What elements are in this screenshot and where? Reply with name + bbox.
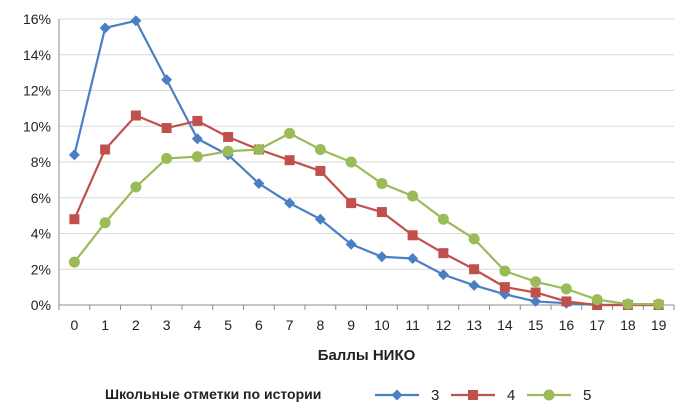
x-tick-label: 15: [528, 317, 544, 333]
data-point: [376, 207, 387, 218]
x-tick-label: 0: [70, 317, 78, 333]
legend-marker: [468, 390, 478, 400]
x-tick-label: 4: [193, 317, 201, 333]
y-tick-label: 10%: [23, 118, 51, 134]
legend-label: 5: [583, 387, 591, 404]
x-tick-label: 6: [255, 317, 263, 333]
data-point: [561, 296, 572, 307]
legend-title: Школьные отметки по истории: [105, 386, 321, 402]
x-tick-label: 3: [163, 317, 171, 333]
x-tick-label: 2: [132, 317, 140, 333]
data-point: [499, 265, 511, 277]
series-4: [69, 110, 664, 310]
data-point: [653, 298, 665, 310]
data-point: [499, 282, 510, 293]
data-point: [284, 197, 296, 209]
x-tick-label: 14: [497, 317, 513, 333]
data-point: [68, 149, 80, 161]
y-tick-label: 14%: [23, 47, 51, 63]
data-point: [438, 248, 449, 259]
data-point: [191, 151, 203, 163]
x-tick-label: 5: [224, 317, 232, 333]
data-point: [407, 230, 418, 241]
data-point: [68, 256, 80, 268]
data-point: [161, 123, 172, 134]
x-tick-label: 9: [347, 317, 355, 333]
data-point: [99, 217, 111, 229]
series-5: [68, 127, 665, 310]
data-point: [284, 155, 295, 166]
data-point: [130, 110, 141, 121]
data-point: [223, 131, 234, 142]
y-tick-label: 4%: [31, 226, 51, 242]
data-point: [99, 22, 111, 34]
y-tick-label: 2%: [31, 261, 51, 277]
data-point: [161, 152, 173, 164]
gridlines: [59, 18, 674, 306]
legend-label: 4: [507, 387, 515, 404]
data-point: [284, 127, 296, 139]
axes: 0%2%4%6%8%10%12%14%16%0 1 2 3 4 5 6 7 8 9 10 11 12 13…: [23, 11, 675, 333]
y-tick-label: 12%: [23, 83, 51, 99]
y-tick-label: 0%: [31, 297, 51, 313]
x-tick-label: 13: [466, 317, 482, 333]
data-point: [69, 214, 80, 225]
legend-marker: [543, 389, 555, 401]
x-tick-label: 18: [620, 317, 636, 333]
y-tick-label: 16%: [23, 11, 51, 27]
x-tick-label: 16: [559, 317, 575, 333]
x-tick-label: 11: [405, 317, 420, 333]
series-3: [68, 15, 665, 311]
x-tick-label: 10: [374, 317, 390, 333]
data-point: [469, 264, 480, 275]
legend-item: 4: [451, 387, 515, 404]
series-line: [73, 114, 659, 307]
legend-label: 3: [431, 387, 439, 404]
data-point: [560, 283, 572, 295]
data-point: [530, 287, 541, 298]
data-point: [314, 213, 326, 225]
legend: Школьные отметки по истории 3 4 5: [105, 386, 591, 404]
data-point: [315, 165, 326, 176]
data-point: [130, 15, 142, 27]
data-point: [622, 298, 634, 310]
data-point: [407, 190, 419, 202]
data-point: [407, 253, 419, 265]
data-point: [437, 269, 449, 281]
x-tick-label: 8: [316, 317, 324, 333]
data-point: [376, 251, 388, 263]
data-point: [253, 143, 265, 155]
data-point: [192, 115, 203, 126]
y-tick-label: 6%: [31, 190, 51, 206]
data-point: [346, 198, 357, 209]
y-tick-label: 8%: [31, 154, 51, 170]
data-point: [345, 238, 357, 250]
x-tick-label: 12: [436, 317, 452, 333]
data-point: [437, 213, 449, 225]
x-axis-label: Баллы НИКО: [318, 347, 416, 364]
data-point: [530, 295, 542, 307]
x-tick-label: 17: [589, 317, 605, 333]
x-tick-label: 1: [101, 317, 109, 333]
series-layer: [68, 15, 665, 311]
data-point: [376, 177, 388, 189]
data-point: [130, 181, 142, 193]
data-point: [253, 177, 265, 189]
legend-item: 3: [375, 387, 439, 404]
legend-marker: [391, 389, 403, 401]
data-point: [191, 133, 203, 145]
data-point: [314, 143, 326, 155]
data-point: [468, 279, 480, 291]
data-point: [530, 276, 542, 288]
data-point: [161, 74, 173, 86]
data-point: [345, 156, 357, 168]
data-point: [222, 145, 234, 157]
data-point: [468, 233, 480, 245]
data-point: [591, 294, 603, 306]
x-tick-label: 7: [286, 317, 294, 333]
legend-item: 5: [527, 387, 591, 404]
x-tick-label: 19: [651, 317, 667, 333]
data-point: [100, 144, 111, 155]
